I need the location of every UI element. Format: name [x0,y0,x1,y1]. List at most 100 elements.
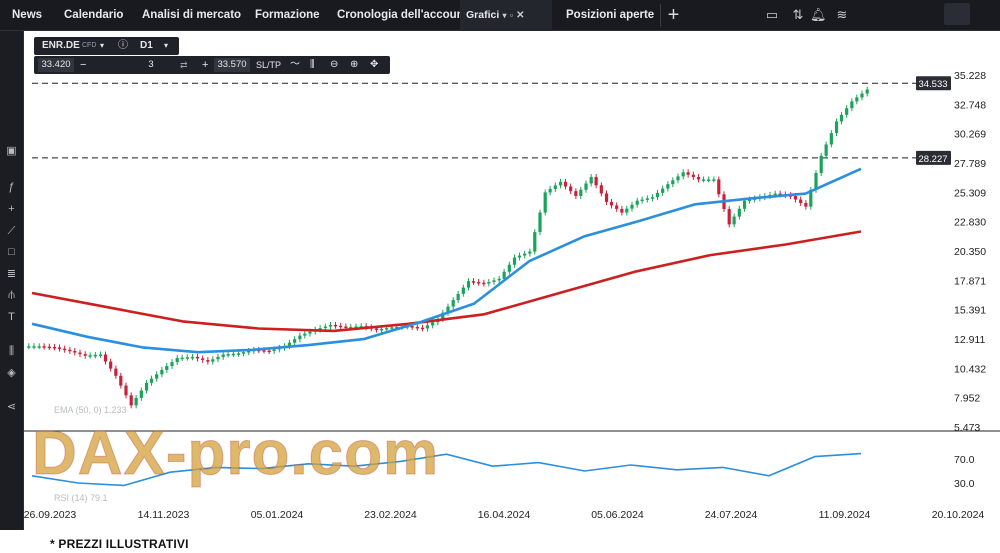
pitchfork-icon[interactable]: ⫛ [8,289,15,301]
candle-body [492,280,496,282]
candle-body [68,349,72,352]
watermark-logo: DAX-pro.com [32,419,439,488]
move-icon[interactable]: ✥ [370,59,379,70]
zoom-out-icon[interactable]: ⊖ [330,59,339,70]
candle-body [241,352,246,354]
tab-grafici[interactable]: Grafici ▾ ▫ ✕ [460,0,552,31]
bell-icon[interactable]: 🔔︎ [810,7,827,22]
layout-icon[interactable]: ▭ [765,7,779,22]
candle-body [175,358,179,363]
candle-body [267,350,271,353]
timeframe-label[interactable]: D1 [140,40,153,51]
candle-body [451,300,455,307]
candle-body [707,179,711,181]
line-tool-icon[interactable]: ⟋ [7,225,16,237]
instrument-selector[interactable]: ENR.DE CFD ▾ ⓘ D1 ▾ [34,37,179,55]
candle-body [221,354,225,357]
instrument-type: CFD [82,42,97,49]
candle-body [160,369,164,375]
candle-body [655,192,660,198]
crosshair-icon[interactable]: + [8,203,15,215]
candle-body [471,281,476,283]
price-axis-label: 10.432 [954,363,986,375]
candle-body [206,360,210,362]
candle-body [681,172,685,177]
price-axis-label: 25.309 [954,187,986,199]
candle-body [410,326,414,328]
swap-icon[interactable]: ⇄ [180,60,188,70]
candle-body [604,193,609,202]
candle-body [845,108,849,115]
tab-calendario[interactable]: Calendario [64,9,124,21]
candle-body [517,255,522,258]
layers-icon[interactable]: ◈ [7,367,16,379]
price-axis-label: 17.871 [954,275,986,287]
signal-icon[interactable]: ≋ [836,7,848,22]
text-tool-icon[interactable]: T [8,311,15,323]
candle-body [195,356,200,359]
candle-body [374,328,379,330]
candle-body [804,203,808,207]
close-icon[interactable]: ✕ [516,10,525,21]
quantity-input[interactable]: 3 [92,58,210,72]
candle-body [57,347,62,349]
increase-quantity-button[interactable]: + [202,59,209,71]
candle-body [103,354,108,362]
transfer-icon[interactable]: ⇅ [792,7,804,22]
candle-body [696,177,701,180]
account-button[interactable] [944,3,970,25]
candle-body [737,208,741,217]
decrease-quantity-button[interactable]: − [80,59,87,71]
tab-posizioni-aperte[interactable]: Posizioni aperte [566,9,655,21]
candle-body [155,374,159,379]
price-axis-label: 12.911 [954,334,985,346]
chart-type-icon[interactable]: ▣ [6,145,17,157]
candle-body [318,328,322,330]
date-axis-label: 16.04.2024 [478,509,531,521]
candle-body [742,200,747,209]
candle-body [379,328,384,331]
chevron-down-icon[interactable]: ▾ [502,11,507,20]
candle-body [538,212,542,233]
tab-news[interactable]: News [12,9,43,21]
rsi-axis-label: 70.0 [954,454,975,466]
candle-body [149,378,154,383]
zoom-in-icon[interactable]: ⊕ [350,59,359,70]
info-icon[interactable]: ⓘ [118,40,128,51]
add-tab-button[interactable]: + [660,4,686,27]
trading-app: News Calendario Analisi di mercato Forma… [0,0,1000,530]
sell-price-button[interactable]: 33.420 [38,58,74,72]
ema-red-line [31,230,862,333]
candle-body [185,357,189,359]
candle-body [569,186,573,192]
line-chart-icon[interactable]: 〜 [290,59,300,70]
bars-icon[interactable]: ⫼ [8,345,15,357]
fibonacci-icon[interactable]: ≣ [6,268,17,280]
price-axis-label: 32.748 [954,99,986,111]
candle-body [180,357,184,360]
indicator-icon[interactable]: ƒ [8,181,15,193]
candle-body [441,312,445,320]
candle-icon[interactable]: ⫼ [310,59,315,70]
price-chart[interactable]: 35.228 32.748 30.269 27.789 25.309 22.830 20.3… [24,31,1000,530]
buy-price-button[interactable]: 33.570 [214,58,250,72]
sltp-button[interactable]: SL/TP [256,60,282,70]
candle-body [339,325,343,328]
candle-body [809,189,813,207]
share-icon[interactable]: ⋖ [6,401,17,413]
footnote: * PREZZI ILLUSTRATIVI [50,537,189,551]
candle-body [563,181,568,187]
instrument-symbol[interactable]: ENR.DE [42,40,80,51]
rectangle-tool-icon[interactable]: □ [8,246,15,258]
candle-body [226,354,230,356]
chart-canvas[interactable]: 35.228 32.748 30.269 27.789 25.309 22.830 20.3… [24,31,1000,530]
tab-analisi-di-mercato[interactable]: Analisi di mercato [142,9,242,21]
detach-icon[interactable]: ▫ [509,10,513,20]
timeframe-chevron-icon[interactable]: ▾ [164,41,169,50]
candle-body [114,368,118,376]
candle-body [579,189,583,196]
candle-body [431,322,435,326]
tab-formazione[interactable]: Formazione [255,9,320,21]
chevron-down-icon[interactable]: ▾ [100,41,105,50]
tab-cronologia-account[interactable]: Cronologia dell'account [337,9,468,21]
